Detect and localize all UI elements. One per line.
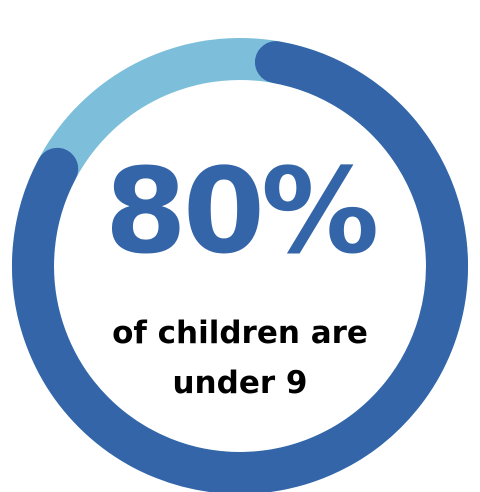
caption-line-2: under 9 <box>172 365 308 401</box>
donut-slice-main <box>12 41 468 492</box>
caption-line-1: of children are <box>112 315 368 351</box>
headline-value: 80% <box>104 142 379 280</box>
